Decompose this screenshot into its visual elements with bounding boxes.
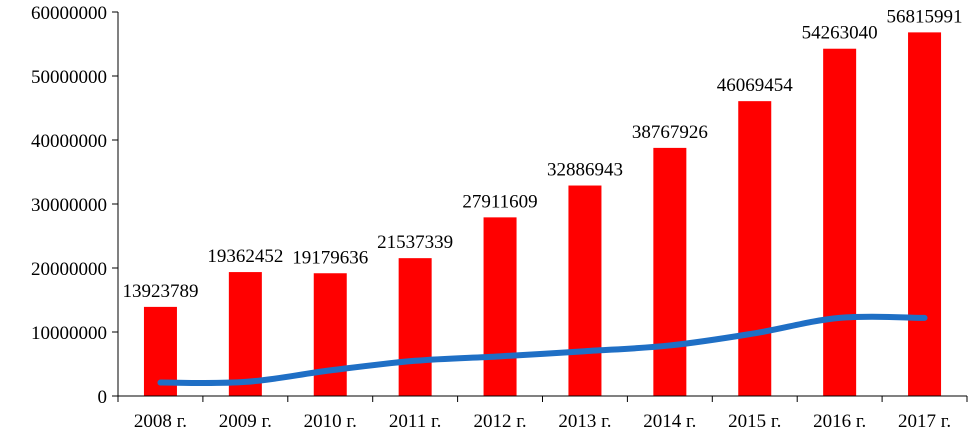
x-tick-label: 2012 г. (473, 411, 526, 432)
bar (313, 273, 347, 396)
bar (568, 185, 602, 396)
data-label: 21537339 (377, 232, 453, 253)
line-series-path (157, 313, 928, 387)
x-tick-label: 2008 г. (134, 411, 187, 432)
bar (483, 217, 517, 396)
bar-series (143, 32, 942, 397)
y-tick-label: 40000000 (31, 131, 107, 152)
data-label: 27911609 (462, 191, 537, 212)
x-tick-label: 2010 г. (304, 411, 357, 432)
data-label: 19179636 (292, 247, 368, 268)
data-label: 32886943 (547, 160, 623, 181)
y-axis: 0 10000000 20000000 30000000 40000000 5000000… (31, 3, 119, 408)
y-tick-label: 20000000 (31, 259, 107, 280)
bar (908, 32, 942, 397)
bar (653, 147, 687, 396)
x-tick-label: 2016 г. (813, 411, 866, 432)
bar (823, 48, 857, 396)
data-label: 19362452 (207, 246, 283, 267)
x-tick-label: 2013 г. (558, 411, 611, 432)
y-tick-label: 10000000 (31, 323, 107, 344)
data-label: 54263040 (802, 23, 878, 44)
bar (228, 272, 262, 396)
bar (738, 101, 772, 397)
bar (398, 258, 432, 396)
x-axis: 2008 г. 2009 г. 2010 г. 2011 г. 2012 г. 2013 … (117, 395, 968, 432)
data-label: 56815991 (887, 6, 963, 27)
x-tick-label: 2015 г. (728, 411, 781, 432)
y-tick-label: 30000000 (31, 195, 107, 216)
y-tick-label: 0 (98, 387, 108, 408)
data-label: 13923789 (122, 281, 198, 302)
y-tick-label: 60000000 (31, 3, 107, 24)
x-tick-label: 2014 г. (643, 411, 696, 432)
x-tick-label: 2011 г. (389, 411, 441, 432)
data-labels: 13923789 19362452 19179636 21537339 27911609… (122, 6, 962, 302)
line-series (157, 313, 928, 387)
x-tick-label: 2009 г. (219, 411, 272, 432)
data-label: 38767926 (632, 122, 708, 143)
data-label: 46069454 (717, 75, 794, 96)
x-tick-label: 2017 г. (898, 411, 951, 432)
y-tick-label: 50000000 (31, 67, 107, 88)
